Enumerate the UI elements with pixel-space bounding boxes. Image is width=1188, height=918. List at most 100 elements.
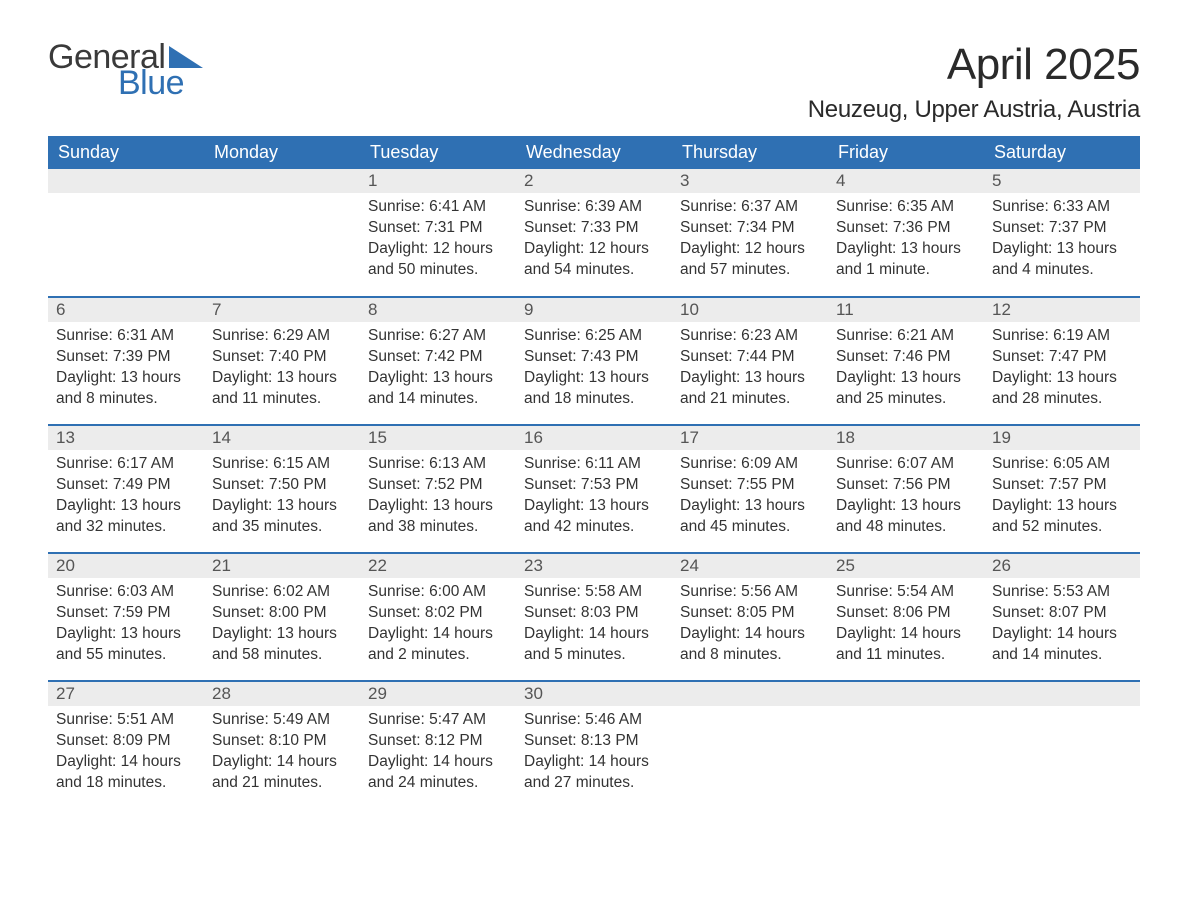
day-number: 5 (984, 169, 1140, 193)
calendar-day-cell: 23Sunrise: 5:58 AMSunset: 8:03 PMDayligh… (516, 553, 672, 681)
calendar-day-cell: 13Sunrise: 6:17 AMSunset: 7:49 PMDayligh… (48, 425, 204, 553)
day-content: Sunrise: 5:46 AMSunset: 8:13 PMDaylight:… (516, 706, 672, 804)
daylight-line: Daylight: 13 hours and 4 minutes. (992, 239, 1132, 281)
day-number: 30 (516, 682, 672, 706)
calendar-day-cell: 19Sunrise: 6:05 AMSunset: 7:57 PMDayligh… (984, 425, 1140, 553)
calendar-day-cell: 8Sunrise: 6:27 AMSunset: 7:42 PMDaylight… (360, 297, 516, 425)
day-content: Sunrise: 5:54 AMSunset: 8:06 PMDaylight:… (828, 578, 984, 676)
day-content: Sunrise: 6:02 AMSunset: 8:00 PMDaylight:… (204, 578, 360, 676)
day-number: 7 (204, 298, 360, 322)
day-number: 22 (360, 554, 516, 578)
day-content: Sunrise: 6:39 AMSunset: 7:33 PMDaylight:… (516, 193, 672, 291)
weekday-header: Friday (828, 136, 984, 169)
day-number: 2 (516, 169, 672, 193)
sunrise-line: Sunrise: 6:19 AM (992, 326, 1132, 347)
calendar-empty-cell (48, 169, 204, 297)
calendar-day-cell: 9Sunrise: 6:25 AMSunset: 7:43 PMDaylight… (516, 297, 672, 425)
calendar-empty-cell (984, 681, 1140, 809)
sunrise-line: Sunrise: 5:47 AM (368, 710, 508, 731)
day-number (828, 682, 984, 706)
day-content: Sunrise: 6:27 AMSunset: 7:42 PMDaylight:… (360, 322, 516, 420)
sunset-line: Sunset: 7:55 PM (680, 475, 820, 496)
day-number: 8 (360, 298, 516, 322)
daylight-line: Daylight: 12 hours and 50 minutes. (368, 239, 508, 281)
day-number: 28 (204, 682, 360, 706)
day-number: 14 (204, 426, 360, 450)
calendar-day-cell: 22Sunrise: 6:00 AMSunset: 8:02 PMDayligh… (360, 553, 516, 681)
calendar-table: SundayMondayTuesdayWednesdayThursdayFrid… (48, 136, 1140, 809)
sunset-line: Sunset: 7:44 PM (680, 347, 820, 368)
sunset-line: Sunset: 7:43 PM (524, 347, 664, 368)
sunrise-line: Sunrise: 6:37 AM (680, 197, 820, 218)
sunrise-line: Sunrise: 6:35 AM (836, 197, 976, 218)
daylight-line: Daylight: 12 hours and 57 minutes. (680, 239, 820, 281)
sunrise-line: Sunrise: 6:29 AM (212, 326, 352, 347)
day-content: Sunrise: 6:09 AMSunset: 7:55 PMDaylight:… (672, 450, 828, 548)
sunset-line: Sunset: 7:52 PM (368, 475, 508, 496)
calendar-week-row: 6Sunrise: 6:31 AMSunset: 7:39 PMDaylight… (48, 297, 1140, 425)
day-number: 19 (984, 426, 1140, 450)
calendar-day-cell: 4Sunrise: 6:35 AMSunset: 7:36 PMDaylight… (828, 169, 984, 297)
calendar-day-cell: 5 Sunrise: 6:33 AMSunset: 7:37 PMDaylight… (984, 169, 1140, 297)
daylight-line: Daylight: 14 hours and 8 minutes. (680, 624, 820, 666)
daylight-line: Daylight: 13 hours and 11 minutes. (212, 368, 352, 410)
sunrise-line: Sunrise: 5:54 AM (836, 582, 976, 603)
day-number: 25 (828, 554, 984, 578)
sunrise-line: Sunrise: 6:31 AM (56, 326, 196, 347)
sunset-line: Sunset: 7:40 PM (212, 347, 352, 368)
sunrise-line: Sunrise: 6:00 AM (368, 582, 508, 603)
calendar-day-cell: 26Sunrise: 5:53 AMSunset: 8:07 PMDayligh… (984, 553, 1140, 681)
logo-text-blue: Blue (118, 66, 207, 100)
day-number: 24 (672, 554, 828, 578)
day-number: 12 (984, 298, 1140, 322)
daylight-line: Daylight: 13 hours and 28 minutes. (992, 368, 1132, 410)
day-number: 9 (516, 298, 672, 322)
day-content: Sunrise: 6:25 AMSunset: 7:43 PMDaylight:… (516, 322, 672, 420)
daylight-line: Daylight: 14 hours and 14 minutes. (992, 624, 1132, 666)
calendar-day-cell: 2Sunrise: 6:39 AMSunset: 7:33 PMDaylight… (516, 169, 672, 297)
weekday-header: Tuesday (360, 136, 516, 169)
daylight-line: Daylight: 13 hours and 58 minutes. (212, 624, 352, 666)
sunset-line: Sunset: 7:50 PM (212, 475, 352, 496)
sunset-line: Sunset: 8:10 PM (212, 731, 352, 752)
day-content: Sunrise: 5:51 AMSunset: 8:09 PMDaylight:… (48, 706, 204, 804)
calendar-day-cell: 24Sunrise: 5:56 AMSunset: 8:05 PMDayligh… (672, 553, 828, 681)
day-content: Sunrise: 5:47 AMSunset: 8:12 PMDaylight:… (360, 706, 516, 804)
daylight-line: Daylight: 14 hours and 21 minutes. (212, 752, 352, 794)
day-content: Sunrise: 6:13 AMSunset: 7:52 PMDaylight:… (360, 450, 516, 548)
calendar-day-cell: 18Sunrise: 6:07 AMSunset: 7:56 PMDayligh… (828, 425, 984, 553)
daylight-line: Daylight: 14 hours and 27 minutes. (524, 752, 664, 794)
calendar-day-cell: 16Sunrise: 6:11 AMSunset: 7:53 PMDayligh… (516, 425, 672, 553)
day-content: Sunrise: 6:05 AMSunset: 7:57 PMDaylight:… (984, 450, 1140, 548)
sunrise-line: Sunrise: 6:33 AM (992, 197, 1132, 218)
sunrise-line: Sunrise: 6:41 AM (368, 197, 508, 218)
sunset-line: Sunset: 7:59 PM (56, 603, 196, 624)
calendar-week-row: 1Sunrise: 6:41 AMSunset: 7:31 PMDaylight… (48, 169, 1140, 297)
sunset-line: Sunset: 8:12 PM (368, 731, 508, 752)
daylight-line: Daylight: 13 hours and 8 minutes. (56, 368, 196, 410)
calendar-day-cell: 15Sunrise: 6:13 AMSunset: 7:52 PMDayligh… (360, 425, 516, 553)
sunset-line: Sunset: 7:56 PM (836, 475, 976, 496)
day-number: 6 (48, 298, 204, 322)
location-subtitle: Neuzeug, Upper Austria, Austria (808, 96, 1140, 124)
sunset-line: Sunset: 8:09 PM (56, 731, 196, 752)
sunset-line: Sunset: 7:39 PM (56, 347, 196, 368)
weekday-header: Sunday (48, 136, 204, 169)
sunrise-line: Sunrise: 6:07 AM (836, 454, 976, 475)
calendar-day-cell: 3Sunrise: 6:37 AMSunset: 7:34 PMDaylight… (672, 169, 828, 297)
day-content: Sunrise: 6:23 AMSunset: 7:44 PMDaylight:… (672, 322, 828, 420)
calendar-day-cell: 21Sunrise: 6:02 AMSunset: 8:00 PMDayligh… (204, 553, 360, 681)
sunset-line: Sunset: 7:46 PM (836, 347, 976, 368)
calendar-week-row: 13Sunrise: 6:17 AMSunset: 7:49 PMDayligh… (48, 425, 1140, 553)
day-number: 11 (828, 298, 984, 322)
sunrise-line: Sunrise: 6:09 AM (680, 454, 820, 475)
sunset-line: Sunset: 7:42 PM (368, 347, 508, 368)
calendar-day-cell: 29Sunrise: 5:47 AMSunset: 8:12 PMDayligh… (360, 681, 516, 809)
day-content: Sunrise: 6:00 AMSunset: 8:02 PMDaylight:… (360, 578, 516, 676)
day-number: 10 (672, 298, 828, 322)
weekday-header: Saturday (984, 136, 1140, 169)
calendar-empty-cell (204, 169, 360, 297)
sunset-line: Sunset: 7:37 PM (992, 218, 1132, 239)
sunset-line: Sunset: 7:36 PM (836, 218, 976, 239)
day-number: 27 (48, 682, 204, 706)
